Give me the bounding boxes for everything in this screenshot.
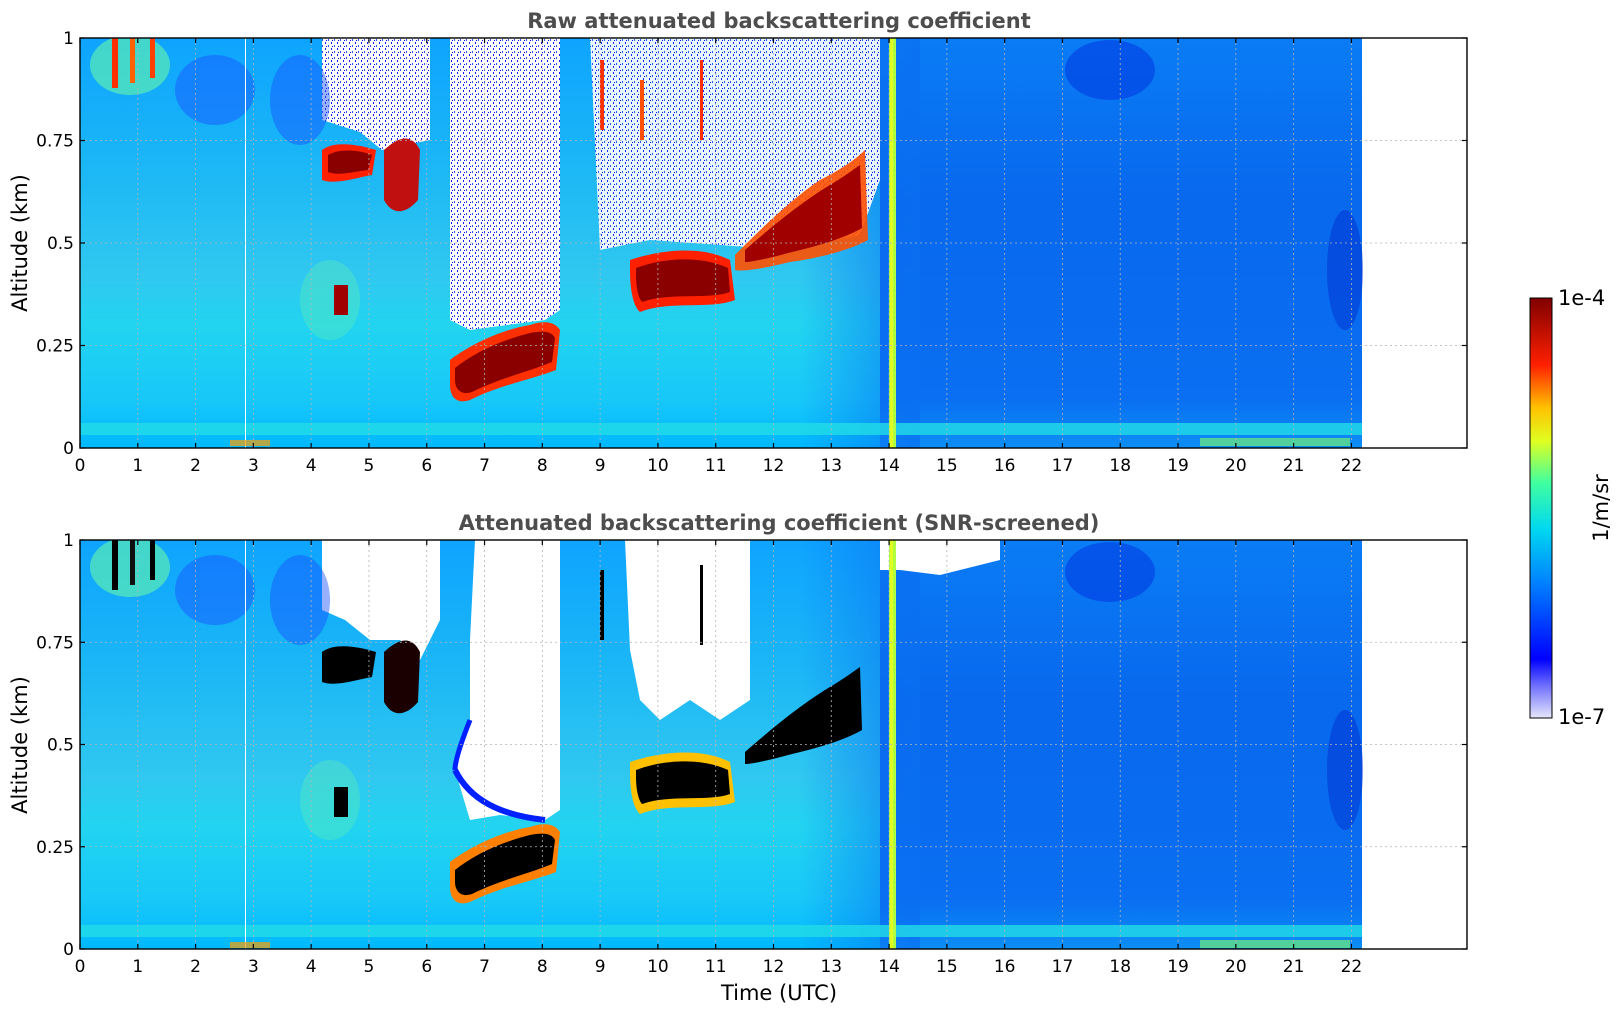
- colorbar: 1e-4 1e-7 1/m/sr: [1529, 286, 1613, 729]
- x-tick-label: 21: [1283, 456, 1305, 476]
- x-tick-label: 20: [1225, 456, 1247, 476]
- x-tick-label: 3: [248, 957, 259, 977]
- panel-raw-title: Raw attenuated backscattering coefficien…: [527, 9, 1031, 33]
- panel-screened-yticks: 0 0.25 0.5 0.75 1: [36, 531, 1467, 960]
- x-tick-label: 15: [936, 456, 958, 476]
- x-tick-label: 6: [421, 957, 432, 977]
- panel-screened-xlabel: Time (UTC): [720, 981, 837, 1005]
- x-tick-label: 7: [479, 957, 490, 977]
- x-tick-label: 7: [479, 456, 490, 476]
- x-tick-label: 5: [364, 456, 375, 476]
- x-tick-label: 2: [190, 456, 201, 476]
- x-tick-label: 10: [647, 957, 669, 977]
- panel-screened-title: Attenuated backscattering coefficient (S…: [459, 511, 1100, 535]
- x-tick-label: 12: [763, 456, 785, 476]
- colorbar-gradient: [1529, 297, 1553, 719]
- x-tick-label: 22: [1341, 456, 1363, 476]
- x-tick-label: 18: [1109, 957, 1131, 977]
- x-tick-label: 1: [132, 456, 143, 476]
- colorbar-unit-label: 1/m/sr: [1589, 474, 1613, 542]
- x-tick-label: 14: [878, 957, 900, 977]
- x-tick-label: 15: [936, 957, 958, 977]
- x-tick-label: 10: [647, 456, 669, 476]
- y-tick-label: 0.5: [47, 736, 74, 756]
- y-tick-label: 0: [63, 940, 74, 960]
- x-tick-label: 6: [421, 456, 432, 476]
- panel-raw: Raw attenuated backscattering coefficien…: [8, 9, 1468, 476]
- y-tick-label: 1: [63, 29, 74, 49]
- panel-raw-ylabel: Altitude (km): [8, 174, 32, 312]
- panel-screened: Attenuated backscattering coefficient (S…: [8, 511, 1468, 1005]
- panel-raw-grid: [80, 38, 1467, 448]
- x-tick-label: 19: [1167, 957, 1189, 977]
- x-tick-label: 8: [537, 456, 548, 476]
- x-tick-label: 8: [537, 957, 548, 977]
- y-tick-label: 0: [63, 439, 74, 459]
- x-tick-label: 11: [705, 957, 727, 977]
- x-tick-label: 18: [1109, 456, 1131, 476]
- panel-screened-grid: [80, 540, 1467, 949]
- x-tick-label: 17: [1052, 957, 1074, 977]
- x-tick-label: 17: [1052, 456, 1074, 476]
- x-tick-label: 12: [763, 957, 785, 977]
- panel-screened-xticks: 0 1 2 3 4 5 6 7 8 9 10 11 12 13 14 15 16 17 18 19 20 21 22: [75, 540, 1363, 977]
- y-tick-label: 0.75: [36, 132, 74, 152]
- x-tick-label: 14: [878, 456, 900, 476]
- x-tick-label: 4: [306, 456, 317, 476]
- y-tick-label: 0.75: [36, 633, 74, 653]
- x-tick-label: 20: [1225, 957, 1247, 977]
- x-tick-label: 16: [994, 957, 1016, 977]
- x-tick-label: 13: [820, 456, 842, 476]
- x-tick-label: 22: [1341, 957, 1363, 977]
- panel-screened-heatmap: [80, 540, 1363, 949]
- x-tick-label: 4: [306, 957, 317, 977]
- colorbar-min-label: 1e-7: [1558, 705, 1605, 729]
- y-tick-label: 0.5: [47, 234, 74, 254]
- x-tick-label: 16: [994, 456, 1016, 476]
- panel-raw-yticks: 0 0.25 0.5 0.75 1: [36, 29, 1467, 459]
- x-tick-label: 3: [248, 456, 259, 476]
- y-tick-label: 1: [63, 531, 74, 551]
- x-tick-label: 11: [705, 456, 727, 476]
- y-tick-label: 0.25: [36, 838, 74, 858]
- x-tick-label: 13: [820, 957, 842, 977]
- panel-raw-xticks: 0 1 2 3 4 5 6 7 8 9 10 11 12 13 14 15 16 17 18 19 20 21 22: [75, 38, 1363, 476]
- x-tick-label: 1: [132, 957, 143, 977]
- x-tick-label: 19: [1167, 456, 1189, 476]
- panel-raw-heatmap: [80, 38, 1363, 448]
- x-tick-label: 5: [364, 957, 375, 977]
- x-tick-label: 9: [595, 957, 606, 977]
- y-tick-label: 0.25: [36, 337, 74, 357]
- x-tick-label: 21: [1283, 957, 1305, 977]
- panel-screened-ylabel: Altitude (km): [8, 676, 32, 814]
- x-tick-label: 0: [75, 957, 86, 977]
- x-tick-label: 0: [75, 456, 86, 476]
- colorbar-max-label: 1e-4: [1558, 286, 1605, 310]
- x-tick-label: 2: [190, 957, 201, 977]
- x-tick-label: 9: [595, 456, 606, 476]
